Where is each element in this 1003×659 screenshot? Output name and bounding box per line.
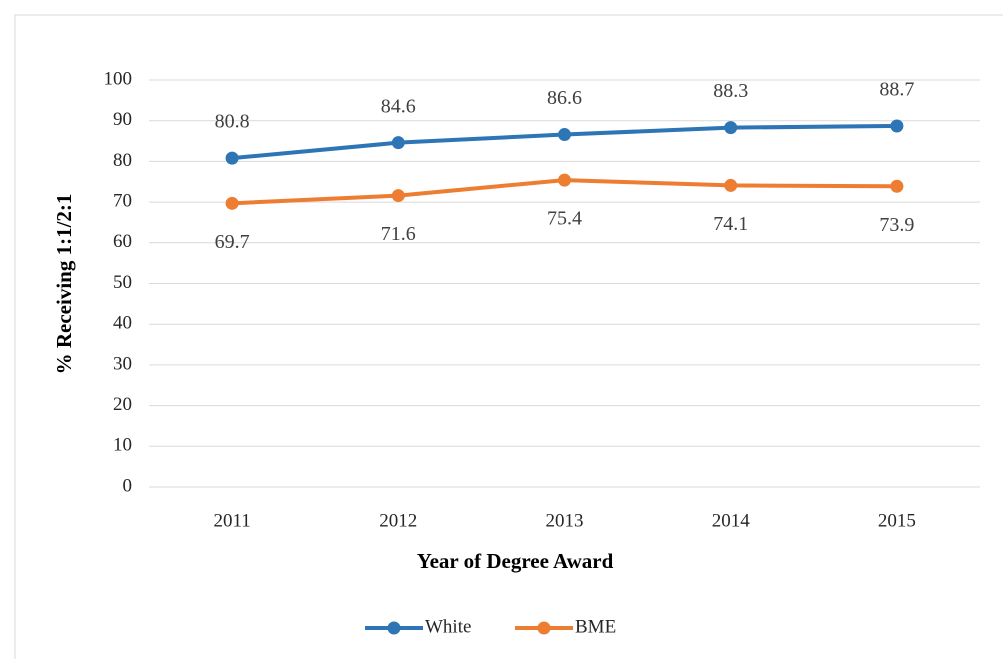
marker xyxy=(558,128,571,142)
marker xyxy=(391,189,405,203)
x-tick-label: 2014 xyxy=(712,510,751,531)
data-label: 69.7 xyxy=(215,231,250,253)
y-axis-title: % Receiving 1:1/2:1 xyxy=(52,194,76,375)
marker xyxy=(225,196,239,210)
marker xyxy=(890,179,904,193)
legend-marker xyxy=(537,621,551,635)
y-tick-label: 80 xyxy=(113,150,132,171)
marker xyxy=(724,121,738,135)
chart-border xyxy=(14,14,1003,659)
y-tick-label: 20 xyxy=(113,394,132,415)
y-tick-label: 70 xyxy=(113,190,132,211)
marker xyxy=(225,151,239,165)
y-tick-label: 100 xyxy=(104,68,133,89)
data-label: 88.3 xyxy=(713,80,748,102)
marker xyxy=(724,178,738,192)
marker xyxy=(558,173,571,187)
data-label: 84.6 xyxy=(381,95,416,117)
data-label: 73.9 xyxy=(879,214,914,236)
x-tick-label: 2013 xyxy=(546,510,584,531)
legend-label: BME xyxy=(575,616,616,637)
legend-label: White xyxy=(425,616,471,637)
data-label: 80.8 xyxy=(215,111,250,133)
y-tick-label: 50 xyxy=(113,272,132,293)
y-tick-label: 10 xyxy=(113,435,132,456)
marker xyxy=(890,119,904,133)
data-label: 86.6 xyxy=(547,87,582,109)
x-axis-title: Year of Degree Award xyxy=(417,549,614,573)
x-tick-label: 2015 xyxy=(878,510,916,531)
data-label: 74.1 xyxy=(713,213,748,235)
y-tick-label: 90 xyxy=(113,109,132,130)
x-tick-label: 2012 xyxy=(379,510,417,531)
legend-marker xyxy=(387,621,401,635)
y-tick-label: 30 xyxy=(113,353,132,374)
y-tick-label: 60 xyxy=(113,231,132,252)
y-tick-label: 40 xyxy=(113,313,132,334)
x-tick-label: 2011 xyxy=(213,510,250,531)
y-tick-label: 0 xyxy=(123,475,133,496)
marker xyxy=(391,136,405,150)
data-label: 75.4 xyxy=(547,208,582,230)
data-label: 71.6 xyxy=(381,223,416,245)
data-label: 88.7 xyxy=(879,79,914,101)
